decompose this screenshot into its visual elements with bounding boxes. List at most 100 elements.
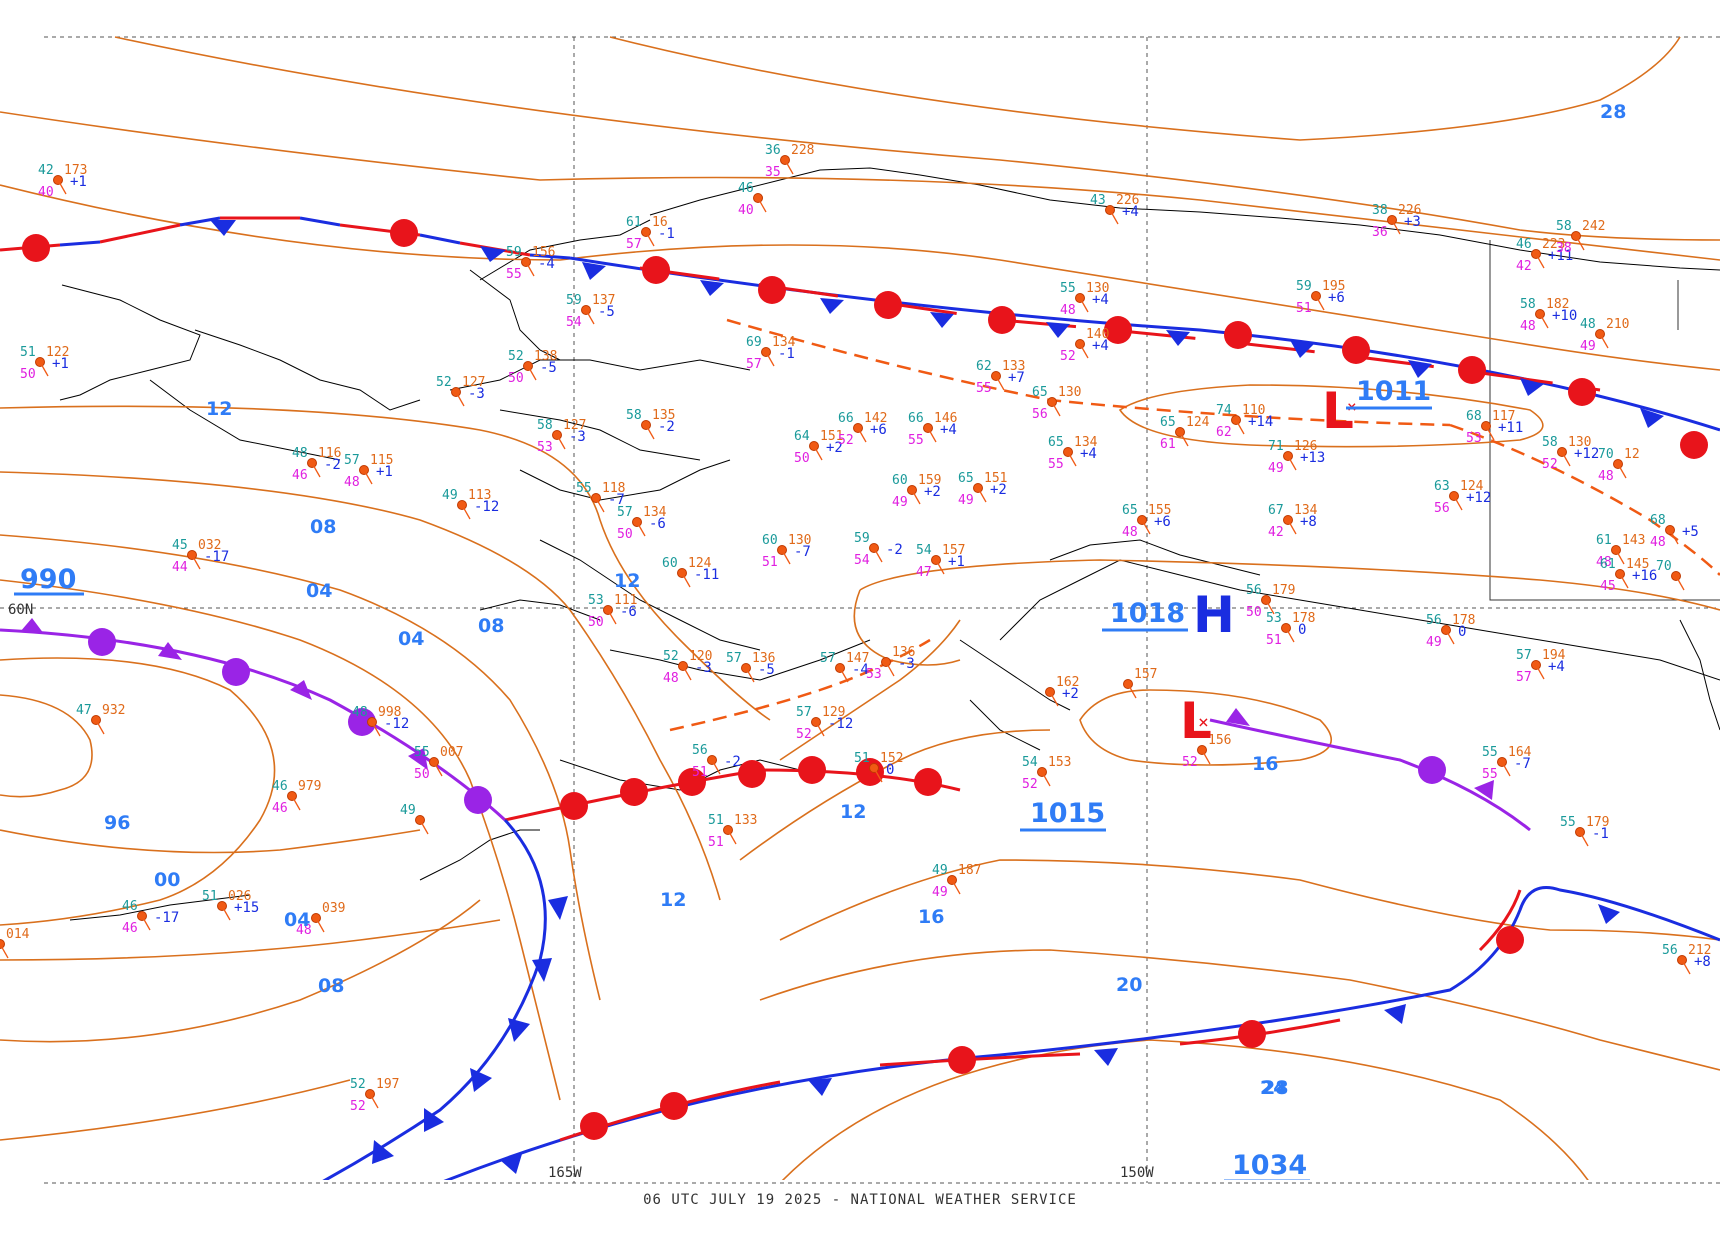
station-temperature: 61 xyxy=(626,215,642,230)
station-dewpoint: 51 xyxy=(1296,301,1312,316)
station-pressure: 159 xyxy=(918,473,941,488)
station-model: 51 122 50 +1 xyxy=(20,345,69,382)
wind-barb xyxy=(1287,455,1297,471)
station-dewpoint: 45 xyxy=(1600,579,1616,594)
station-model: 156 52 xyxy=(1182,733,1231,770)
station-model: 54 157 47 +1 xyxy=(916,543,965,580)
station-dewpoint: 61 xyxy=(1160,437,1176,452)
station-dewpoint: 35 xyxy=(765,165,781,180)
station-pressure: 151 xyxy=(984,471,1007,486)
station-pressure: 127 xyxy=(563,418,586,433)
pressure-center-low-south: L × xyxy=(1180,692,1212,750)
warm-front-semicircle xyxy=(390,219,418,247)
station-pressure: 137 xyxy=(592,293,615,308)
station-dewpoint: 52 xyxy=(1022,777,1038,792)
station-pressure-change: -1 xyxy=(778,346,795,362)
station-model: 57 134 50 -6 xyxy=(617,505,667,542)
station-model: 46 46 -17 xyxy=(122,899,179,936)
station-dewpoint: 49 xyxy=(1268,461,1284,476)
station-model: 55 130 48 +4 xyxy=(1060,281,1109,318)
station-temperature: 57 xyxy=(617,505,633,520)
station-dewpoint: 50 xyxy=(588,615,604,630)
station-temperature: 64 xyxy=(794,429,810,444)
station-pressure: 122 xyxy=(46,345,69,360)
wind-barb xyxy=(951,879,961,895)
station-pressure-change: -7 xyxy=(608,492,625,508)
station-pressure-change: 0 xyxy=(886,762,894,778)
warm-front-semicircle xyxy=(22,234,50,262)
station-pressure-change: -17 xyxy=(154,910,179,926)
wind-barb xyxy=(727,829,737,845)
station-pressure: 133 xyxy=(734,813,757,828)
station-model: 55 118-7 xyxy=(576,481,625,513)
station-model: 59 195 51 +6 xyxy=(1296,279,1345,316)
station-model: 57 129 52 -12 xyxy=(796,705,853,742)
station-temperature: 56 xyxy=(1662,943,1678,958)
wind-barb xyxy=(525,261,535,277)
isobar-label: 04 xyxy=(306,580,332,602)
station-pressure: 152 xyxy=(880,751,903,766)
station-pressure-change: +14 xyxy=(1248,414,1273,430)
station-pressure-change: +15 xyxy=(234,900,259,916)
station-pressure-change: -6 xyxy=(620,604,637,620)
wind-barb xyxy=(461,504,471,520)
station-model: 49 187 49 xyxy=(932,863,981,900)
station-pressure-change: -3 xyxy=(695,660,712,676)
station-pressure: 127 xyxy=(462,375,485,390)
station-pressure-change: +5 xyxy=(1682,524,1699,540)
station-model: 74 110 62 +14 xyxy=(1216,403,1273,440)
isobar-label: 00 xyxy=(154,869,180,891)
station-pressure: 130 xyxy=(1058,385,1081,400)
pressure-center-1034: 1034 xyxy=(1224,1150,1310,1180)
station-temperature: 49 xyxy=(442,488,458,503)
station-pressure-change: +7 xyxy=(1008,370,1025,386)
station-pressure: 179 xyxy=(1586,815,1609,830)
station-pressure: 223 xyxy=(1542,237,1565,252)
station-model: 51 026+15 xyxy=(202,889,259,921)
station-model: 52 138 50 -5 xyxy=(508,349,557,386)
station-pressure: 126 xyxy=(1294,439,1317,454)
station-pressure-change: +12 xyxy=(1574,446,1599,462)
wind-barb xyxy=(781,549,791,565)
station-pressure: 039 xyxy=(322,901,345,916)
isobar-label: 28 xyxy=(1262,1077,1288,1099)
station-dewpoint: 40 xyxy=(738,203,754,218)
station-pressure: 135 xyxy=(652,408,675,423)
station-pressure-change: -7 xyxy=(794,544,811,560)
station-model: 51 133 51 xyxy=(708,813,757,850)
station-pressure: 194 xyxy=(1542,648,1566,663)
station-temperature: 58 xyxy=(1542,435,1558,450)
station-pressure: 116 xyxy=(318,446,341,461)
station-pressure-change: +6 xyxy=(870,422,887,438)
station-pressure: 032 xyxy=(198,538,221,553)
station-model: 58 130 52 +12 xyxy=(1542,435,1599,472)
isobar-label: 20 xyxy=(1116,974,1142,996)
station-pressure: 155 xyxy=(1148,503,1171,518)
map-footer: 06 UTC JULY 19 2025 - NATIONAL WEATHER S… xyxy=(643,1192,1077,1208)
isobars xyxy=(0,36,1720,1180)
station-model: 64 151 50 +2 xyxy=(794,429,843,466)
station-temperature: 52 xyxy=(436,375,452,390)
station-pressure: 157 xyxy=(1134,667,1157,682)
station-pressure-change: +4 xyxy=(1122,204,1139,220)
station-dewpoint: 48 xyxy=(1060,303,1076,318)
station-dewpoint: 51 xyxy=(692,765,708,780)
station-dewpoint: 54 xyxy=(566,315,582,330)
station-temperature: 56 xyxy=(692,743,708,758)
wind-barb xyxy=(291,795,301,811)
station-model: 53 111 50 -6 xyxy=(588,593,637,630)
graticule xyxy=(0,36,1720,1184)
station-dewpoint: 50 xyxy=(794,451,810,466)
station-model: 67 134 42 +8 xyxy=(1268,503,1318,540)
cold-front-triangle xyxy=(210,220,236,236)
station-model: 59 54 -2 xyxy=(854,531,903,568)
center-x-marker: × xyxy=(1198,712,1209,733)
wind-barb xyxy=(1485,425,1495,441)
isobar-label: 08 xyxy=(310,516,336,538)
occluded-front-central xyxy=(1209,708,1531,832)
station-pressure: 129 xyxy=(822,705,845,720)
station-temperature: 62 xyxy=(976,359,992,374)
station-model: 58 242 38 xyxy=(1556,219,1605,256)
isobar-label: 12 xyxy=(614,570,640,592)
station-model: 48 210 49 xyxy=(1580,317,1629,354)
